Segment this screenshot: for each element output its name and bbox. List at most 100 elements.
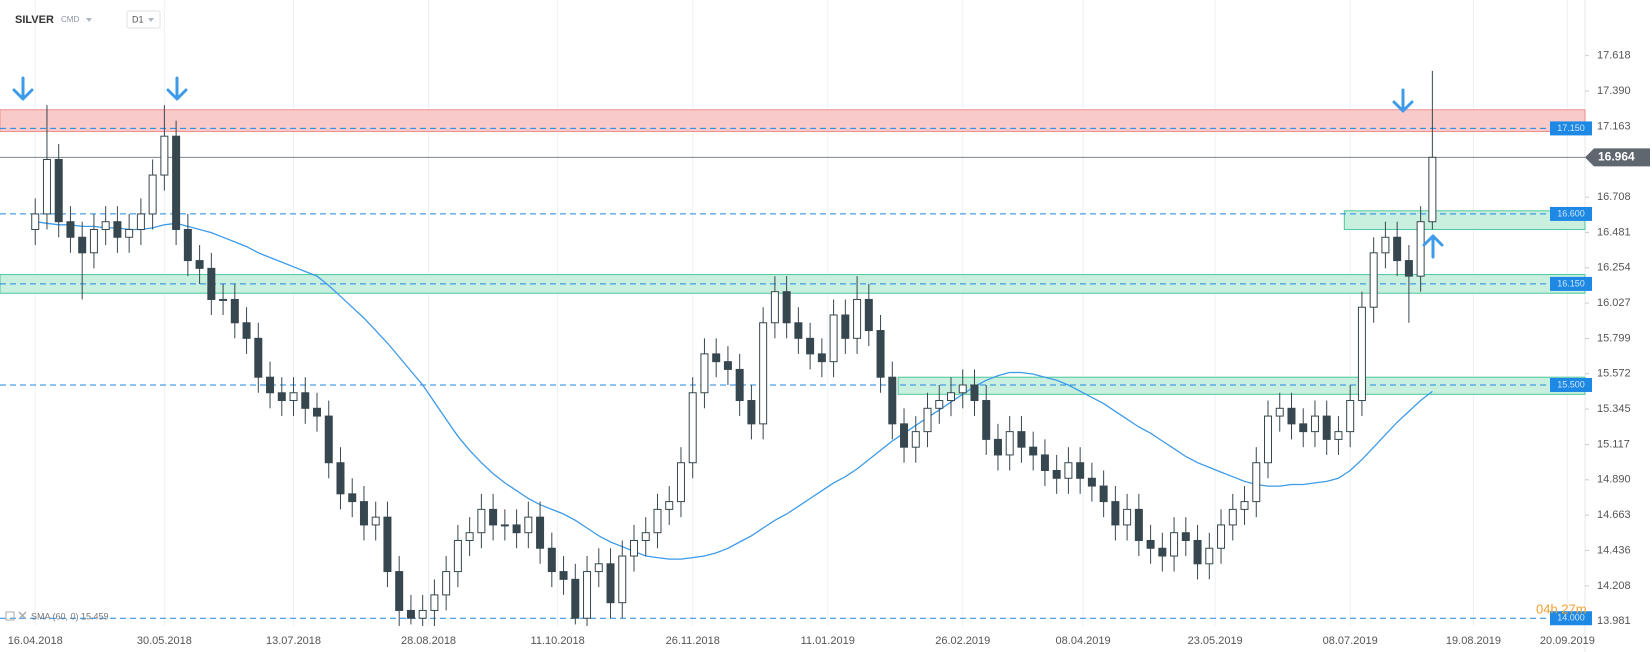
candle-body [1076,462,1085,479]
y-tick-label: 16.481 [1597,226,1631,238]
candle-body [1123,508,1132,526]
candle-body [1158,547,1167,557]
candle-body [1252,462,1261,503]
candle-body [958,384,967,394]
interval: D1 [132,14,144,24]
candle-body [759,322,768,425]
candle-body [266,376,275,394]
arrow-up [1422,234,1444,259]
candle-body [641,532,650,541]
market-dropdown[interactable] [86,18,92,22]
plot-series [31,70,1437,626]
candle-body [817,353,826,363]
x-tick-label: 11.10.2018 [531,635,585,647]
candle-body [1240,501,1249,510]
candle-body [54,159,63,223]
candle-body [1334,431,1343,440]
candle-body [477,508,486,534]
symbol: SILVER [15,14,54,26]
candle-body [313,407,321,417]
candle-body [219,298,228,301]
candle-body [1005,431,1014,456]
candle-body [911,431,920,448]
candle-body [935,400,944,409]
candle-body [395,571,404,611]
sma-line [35,221,1433,560]
candle-body [853,298,862,339]
price-zone [0,109,1586,133]
signal-arrows [12,76,1444,259]
candle-body [923,407,932,433]
candle-body [136,213,145,230]
candle-body [970,384,979,402]
candle-body [1087,477,1096,487]
candle-body [864,298,873,332]
candle-body [1111,501,1120,526]
x-tick-label: 16.04.2018 [8,635,63,647]
indicator-remove-icon[interactable] [18,611,27,620]
candle-body [348,493,357,503]
candle-body [1228,508,1237,526]
level-label-box [1550,276,1592,291]
candle-body [1099,485,1108,503]
x-tick-label: 11.01.2019 [801,635,855,647]
candle-body [547,547,556,573]
y-tick-label: 14.208 [1597,580,1631,592]
candle-body [700,353,709,394]
candle-countdown: 04h 27m [1536,601,1587,616]
candle-body [1381,236,1390,254]
x-tick-label: 28.08.2018 [401,635,456,647]
market: CMD [61,15,79,24]
arrow-down [12,76,34,101]
y-tick-label: 14.663 [1597,509,1631,521]
candle-body [747,400,756,425]
candle-body [230,298,239,324]
candle-body [1029,446,1038,456]
candle-body [524,516,533,534]
candle-body [1181,532,1190,541]
candle-body [1064,462,1073,479]
x-tick-label: 26.02.2019 [935,635,990,647]
candle-body [583,571,592,619]
candle-body [606,563,615,604]
candle-body [89,228,98,254]
candle-body [78,236,87,254]
candle-body [665,501,674,510]
indicator-settings-icon[interactable] [5,611,15,621]
x-tick-label: 20.09.2019 [1540,635,1595,647]
candle-body [1393,236,1402,262]
x-tick-label: 08.07.2019 [1323,635,1378,647]
candle-body [536,516,545,549]
level-label: 14.000 [1557,613,1585,623]
candle-body [1287,407,1296,425]
candle-body [735,368,744,402]
candle-body [1264,415,1272,464]
candle-body [1170,532,1179,557]
candle-body [1146,539,1155,549]
interval-dropdown [148,18,154,22]
candle-body [1299,423,1308,433]
last-price-box [1585,148,1650,167]
candle-body [1017,431,1026,448]
candle-body [723,361,732,370]
level-label: 17.150 [1557,123,1585,133]
candle-body [1310,415,1319,433]
x-tick-label: 19.08.2019 [1446,635,1501,647]
candle-body [1428,156,1437,223]
candle-body [947,392,955,402]
candle-body [277,392,286,402]
candle-body [888,376,897,425]
candle-body [489,508,498,526]
candle-body [1322,415,1331,440]
candle-body [359,501,368,526]
candle-body [1217,524,1226,549]
candle-body [1404,260,1413,277]
last-price-label: 16.964 [1598,150,1635,164]
y-tick-label: 16.254 [1597,262,1631,274]
candle-body [653,508,662,534]
interval-selector[interactable] [126,10,161,29]
candle-body [794,322,803,339]
candle-body [254,337,263,378]
candle-body [1193,539,1202,565]
candle-body [1369,252,1378,308]
